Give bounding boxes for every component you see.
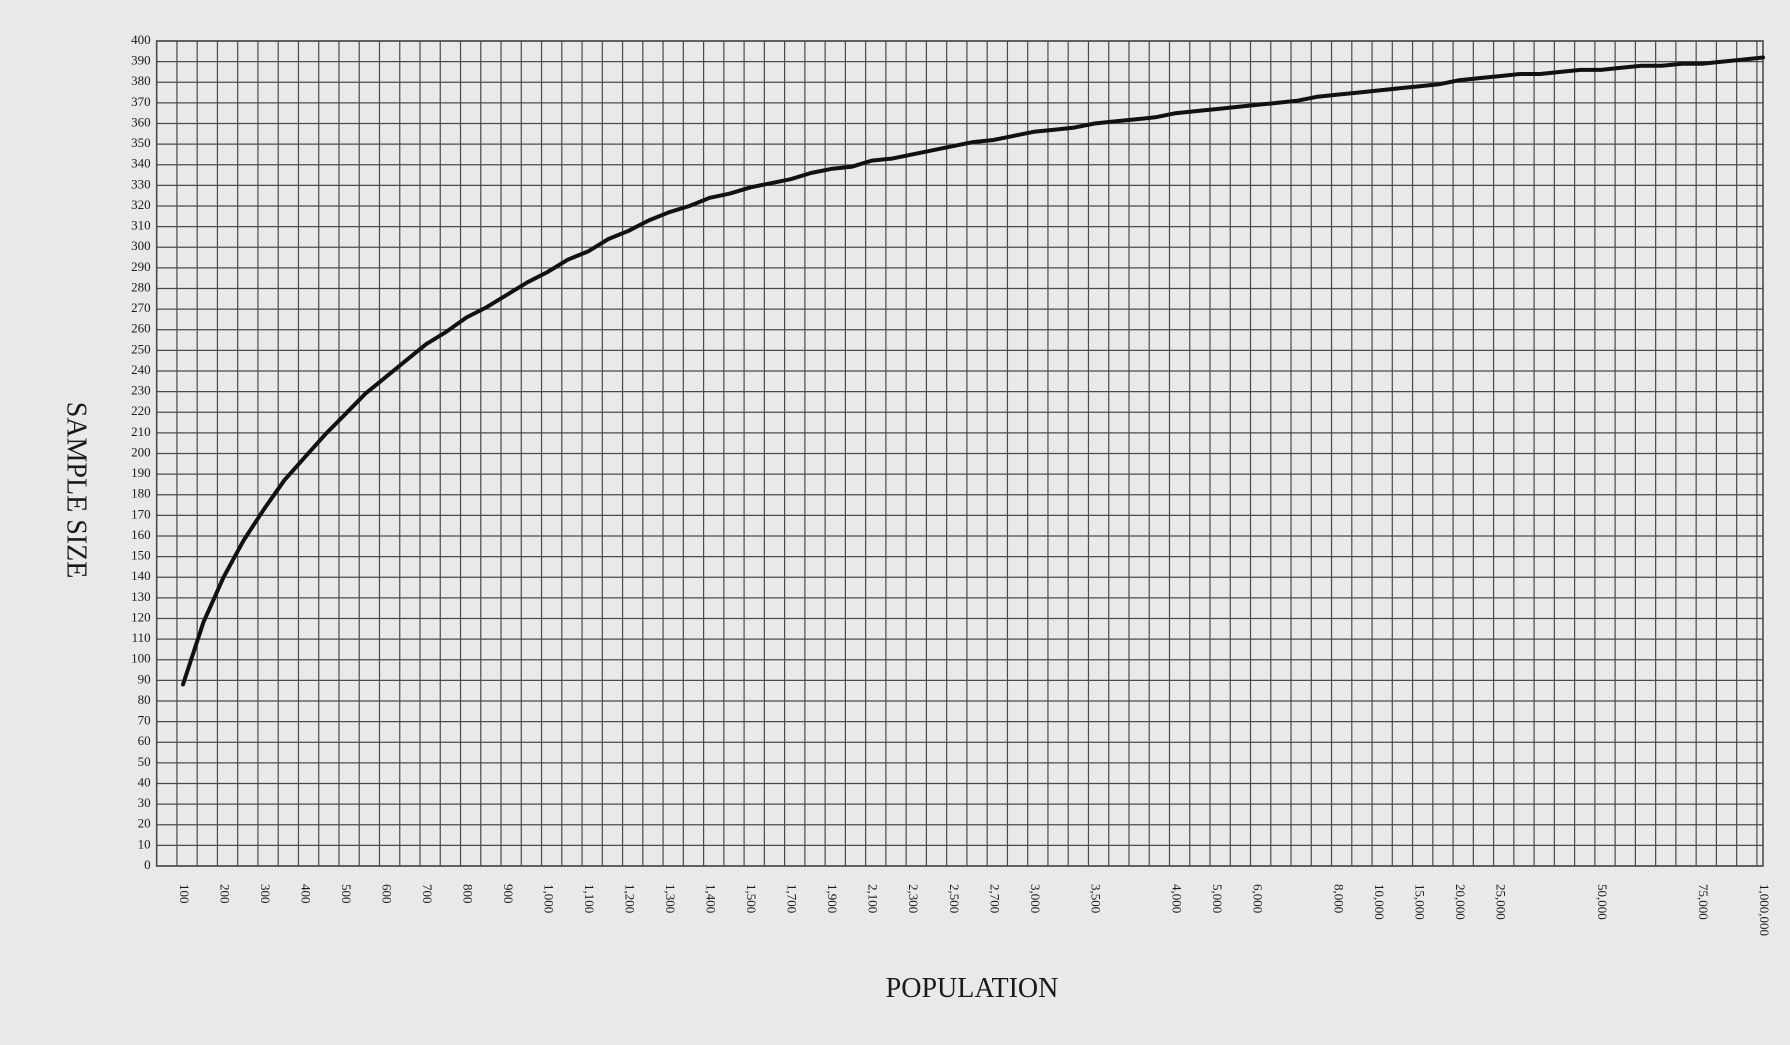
grid: 0 10 20 30 40 50 60 70 80 90 100 110 120 130 140 150 160…: [131, 32, 1772, 936]
y-tick-label: 200: [131, 444, 151, 459]
y-tick-label: 300: [131, 238, 151, 253]
y-tick-label: 370: [131, 94, 151, 109]
curve: [181, 55, 1765, 687]
x-tick-label: 20,000: [1453, 884, 1468, 920]
x-tick-label: 4,000: [1170, 884, 1185, 913]
x-tick-label: 3,500: [1089, 884, 1104, 913]
y-tick-label: 130: [131, 589, 151, 604]
x-tick-label: 600: [380, 884, 395, 904]
x-tick-label: 2,700: [987, 884, 1002, 913]
y-tick-label: 240: [131, 362, 151, 377]
y-tick-label: 250: [131, 341, 151, 356]
y-tick-label: 290: [131, 259, 151, 274]
y-tick-label: 100: [131, 651, 151, 666]
x-tick-label: 400: [299, 884, 314, 904]
y-tick-label: 150: [131, 548, 151, 563]
y-tick-label: 230: [131, 383, 151, 398]
y-tick-label: 380: [131, 73, 151, 88]
x-axis-title: POPULATION: [886, 973, 1059, 1004]
x-tick-label: 500: [339, 884, 354, 904]
x-tick-label: 3,000: [1028, 884, 1043, 913]
x-tick-label: 6,000: [1251, 884, 1266, 913]
y-tick-label: 330: [131, 176, 151, 191]
y-tick-label: 20: [138, 816, 151, 831]
x-tick-label: 1,000,000: [1757, 884, 1772, 936]
y-tick-label: 140: [131, 568, 151, 583]
plot: [181, 55, 1765, 687]
y-tick-label: 120: [131, 609, 151, 624]
x-tick-label: 800: [461, 884, 476, 904]
y-tick-label: 60: [138, 733, 151, 748]
x-tick-label: 1,100: [582, 884, 597, 913]
y-tick-label: 160: [131, 527, 151, 542]
y-tick-label: 320: [131, 197, 151, 212]
x-tick-label: 75,000: [1696, 884, 1711, 920]
x-tick-label: 100: [177, 884, 192, 904]
y-tick-label: 340: [131, 156, 151, 171]
y-tick-label: 390: [131, 53, 151, 68]
y-tick-label: 310: [131, 218, 151, 233]
x-tick-label: 10,000: [1372, 884, 1387, 920]
x-tick-label: 15,000: [1413, 884, 1428, 920]
y-tick-label: 350: [131, 135, 151, 150]
x-tick-label: 1,300: [663, 884, 678, 913]
x-tick-label: 2,100: [866, 884, 881, 913]
y-tick-label: 50: [138, 754, 151, 769]
y-tick-label: 170: [131, 506, 151, 521]
x-tick-label: 1,700: [785, 884, 800, 913]
y-tick-label: 220: [131, 403, 151, 418]
y-tick-label: 280: [131, 279, 151, 294]
x-tick-label: 200: [218, 884, 233, 904]
x-tick-label: 8,000: [1332, 884, 1347, 913]
x-tick-label: 1,000: [542, 884, 557, 913]
y-tick-label: 270: [131, 300, 151, 315]
y-tick-label: 70: [138, 713, 151, 728]
y-tick-label: 260: [131, 321, 151, 336]
x-tick-label: 2,500: [947, 884, 962, 913]
y-tick-label: 30: [138, 795, 151, 810]
y-tick-label: 190: [131, 465, 151, 480]
x-tick-label: 1,500: [744, 884, 759, 913]
x-tick-label: 25,000: [1494, 884, 1509, 920]
x-tick-label: 1,400: [704, 884, 719, 913]
x-tick-label: 50,000: [1595, 884, 1610, 920]
y-tick-label: 110: [132, 630, 151, 645]
x-tick-label: 2,300: [906, 884, 921, 913]
y-tick-label: 180: [131, 486, 151, 501]
x-tick-label: 1,900: [825, 884, 840, 913]
y-tick-label: 400: [131, 32, 151, 47]
y-tick-label: 80: [138, 692, 151, 707]
y-tick-label: 0: [144, 857, 151, 872]
y-tick-label: 90: [138, 671, 151, 686]
y-tick-label: 360: [131, 114, 151, 129]
x-tick-label: 900: [501, 884, 516, 904]
x-tick-label: 1,200: [623, 884, 638, 913]
y-axis-title: SAMPLE SIZE: [61, 402, 92, 579]
x-tick-label: 300: [258, 884, 273, 904]
x-tick-label: 700: [420, 884, 435, 904]
y-tick-label: 10: [138, 836, 151, 851]
x-tick-label: 5,000: [1210, 884, 1225, 913]
y-tick-label: 210: [131, 424, 151, 439]
y-tick-label: 40: [138, 774, 151, 789]
